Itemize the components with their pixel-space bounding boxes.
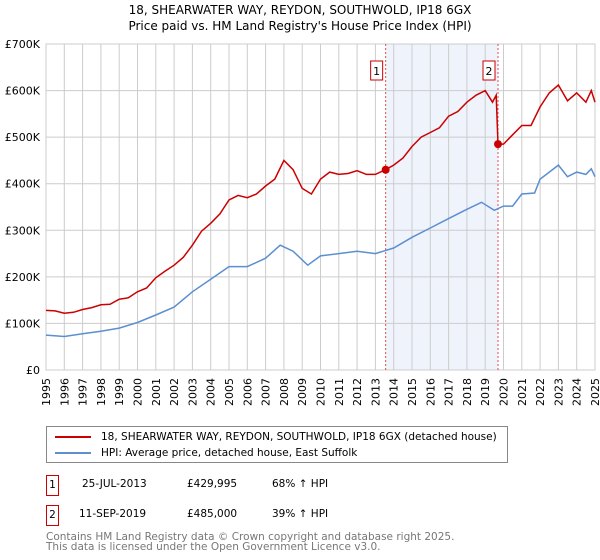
x-tick-label: 1999 — [113, 378, 126, 406]
chart-title: 18, SHEARWATER WAY, REYDON, SOUTHWOLD, I… — [128, 3, 472, 17]
x-tick-label: 2012 — [351, 378, 364, 406]
transaction-date: 11-SEP-2019 — [79, 508, 147, 520]
x-tick-label: 2020 — [498, 378, 511, 406]
x-tick-label: 2011 — [333, 378, 346, 406]
transaction-date: 25-JUL-2013 — [82, 478, 147, 490]
transaction-marker: 1 — [46, 475, 59, 496]
y-tick-label: £300K — [5, 224, 41, 237]
footer-copyright: Contains HM Land Registry data © Crown c… — [46, 531, 455, 543]
x-tick-label: 2024 — [571, 378, 584, 406]
legend-line-property — [55, 436, 91, 438]
x-tick-label: 2015 — [406, 378, 419, 406]
annotation-box — [482, 60, 496, 81]
y-tick-label: £600K — [5, 85, 41, 98]
transaction-hpi: 39% ↑ HPI — [272, 508, 329, 520]
x-tick-label: 1998 — [95, 378, 108, 406]
price-chart: 1995 1996 1997 1998 1999 2000 2001 2002 2003 2004… — [5, 38, 600, 406]
legend: 18, SHEARWATER WAY, REYDON, SOUTHWOLD, I… — [46, 426, 508, 463]
x-tick-label: 2004 — [205, 378, 218, 406]
y-tick-label: £500K — [5, 131, 41, 144]
x-tick-label: 2002 — [168, 378, 181, 406]
property-price-line — [45, 83, 596, 314]
x-tick-label: 2001 — [150, 378, 163, 406]
x-tick-label: 1996 — [58, 378, 71, 406]
sale-point — [494, 140, 503, 149]
sale-point — [381, 165, 390, 174]
x-tick-label: 2021 — [516, 378, 529, 406]
x-tick-label: 2008 — [278, 378, 291, 406]
x-tick-label: 1995 — [40, 378, 53, 406]
y-tick-label: £100K — [5, 317, 41, 330]
x-tick-label: 2022 — [534, 378, 547, 406]
x-tick-label: 2005 — [223, 378, 236, 406]
footer-licence: This data is licensed under the Open Gov… — [46, 541, 381, 553]
x-tick-label: 2017 — [443, 378, 456, 406]
x-tick-label: 2003 — [186, 378, 199, 406]
transaction-price: £485,000 — [187, 508, 238, 520]
legend-label-property: 18, SHEARWATER WAY, REYDON, SOUTHWOLD, I… — [101, 431, 497, 443]
plot-frame — [45, 43, 596, 371]
x-tick-label: 2016 — [424, 378, 437, 406]
x-tick-label: 2007 — [260, 378, 273, 406]
legend-label-hpi: HPI: Average price, detached house, East… — [101, 447, 358, 459]
y-tick-label: £700K — [5, 38, 41, 51]
y-tick-label: £400K — [5, 178, 41, 191]
x-tick-label: 2019 — [479, 378, 492, 406]
x-tick-label: 1997 — [77, 378, 90, 406]
transaction-price: £429,995 — [187, 478, 238, 490]
shaded-period — [385, 44, 499, 370]
transaction-row: 1 25-JUL-2013 £429,995 68% ↑ HPI — [46, 475, 446, 496]
chart-subtitle: Price paid vs. HM Land Registry's House … — [128, 19, 472, 33]
footer: Contains HM Land Registry data © Crown c… — [46, 531, 455, 553]
transaction-marker: 2 — [46, 505, 59, 526]
x-tick-label: 2013 — [369, 378, 382, 406]
y-tick-label: £200K — [5, 271, 41, 284]
x-tick-label: 2018 — [461, 378, 474, 406]
legend-line-hpi — [55, 452, 91, 454]
x-tick-label: 2009 — [296, 378, 309, 406]
annotation-label: 2 — [486, 65, 493, 78]
x-tick-label: 2014 — [388, 378, 401, 406]
x-tick-label: 2006 — [241, 378, 254, 406]
x-tick-label: 2000 — [132, 378, 145, 406]
x-tick-label: 2023 — [552, 378, 565, 406]
annotation-label: 1 — [373, 65, 380, 78]
annotation-box — [370, 60, 384, 81]
transaction-row: 2 11-SEP-2019 £485,000 39% ↑ HPI — [46, 505, 446, 526]
transaction-hpi: 68% ↑ HPI — [272, 478, 329, 490]
hpi-line — [45, 164, 596, 338]
y-tick-label: £0 — [26, 364, 40, 377]
x-tick-label: 2025 — [589, 378, 600, 406]
x-tick-label: 2010 — [315, 378, 328, 406]
